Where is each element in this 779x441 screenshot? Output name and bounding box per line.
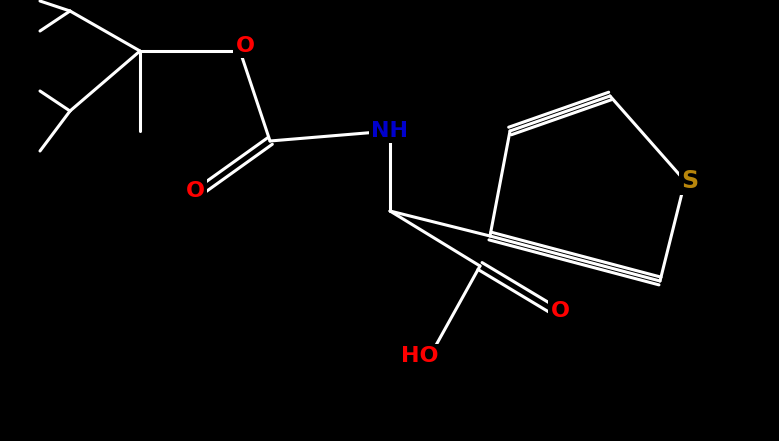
- Text: O: O: [235, 36, 255, 56]
- Text: HO: HO: [401, 346, 439, 366]
- Text: S: S: [682, 169, 699, 193]
- Text: O: O: [551, 301, 569, 321]
- Text: O: O: [185, 181, 205, 201]
- Text: NH: NH: [372, 121, 408, 141]
